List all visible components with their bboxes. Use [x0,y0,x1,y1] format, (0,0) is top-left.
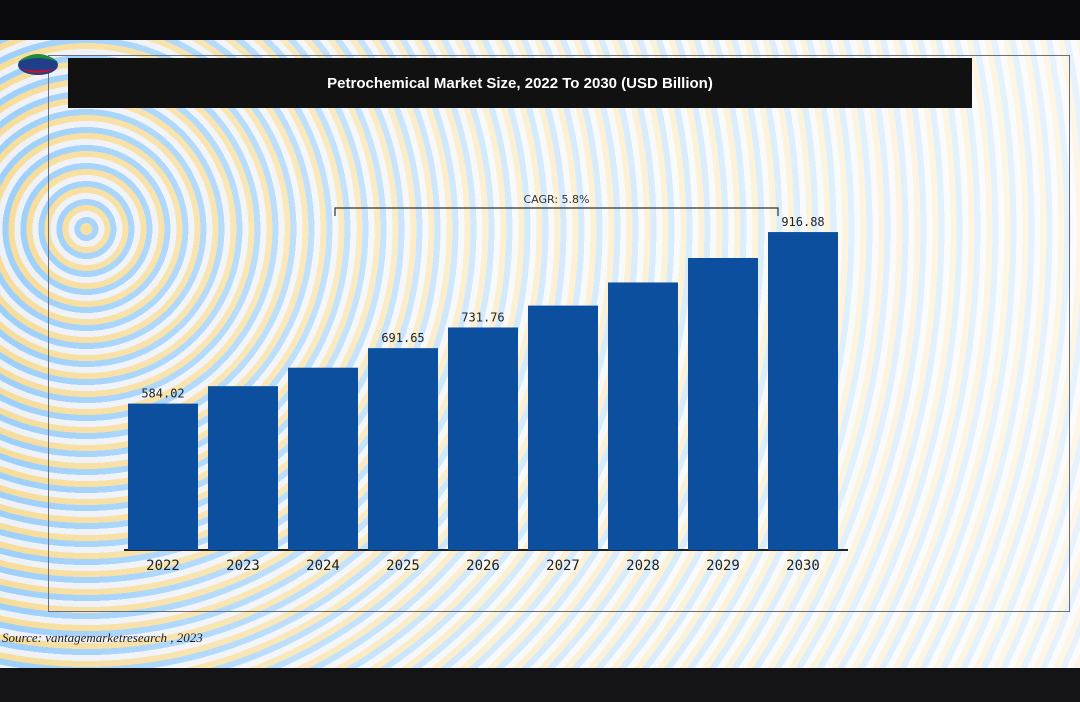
x-tick-label: 2027 [546,558,580,574]
bar-2023 [208,386,278,550]
data-label: 731.76 [461,310,504,324]
bar-2027 [528,305,598,550]
x-tick-label: 2025 [386,558,420,574]
data-label: 916.88 [781,215,824,229]
data-label: 691.65 [381,331,424,345]
bar-2026 [448,327,518,550]
bar-2028 [608,282,678,550]
bar-2030 [768,232,838,551]
bar-2025 [368,348,438,550]
x-tick-label: 2030 [786,558,820,574]
chart-title-bar: Petrochemical Market Size, 2022 To 2030 … [68,58,972,108]
source-note: Source: vantagemarketresearch , 2023 [2,630,203,645]
bar-2029 [688,257,758,550]
data-label: 584.02 [141,387,184,401]
x-tick-label: 2029 [706,558,740,574]
bar-2024 [288,367,358,550]
x-tick-label: 2024 [306,558,340,574]
screen-bezel [0,668,1080,702]
cagr-bracket [334,207,779,216]
x-tick-label: 2028 [626,558,660,574]
company-logo-icon [14,48,62,78]
bar-2022 [128,403,198,550]
chart-panel [48,55,1070,612]
cagr-annotation: CAGR: 5.8% [524,193,590,206]
x-tick-label: 2026 [466,558,500,574]
x-tick-label: 2022 [146,558,180,574]
x-tick-label: 2023 [226,558,260,574]
chart-title: Petrochemical Market Size, 2022 To 2030 … [327,74,713,92]
